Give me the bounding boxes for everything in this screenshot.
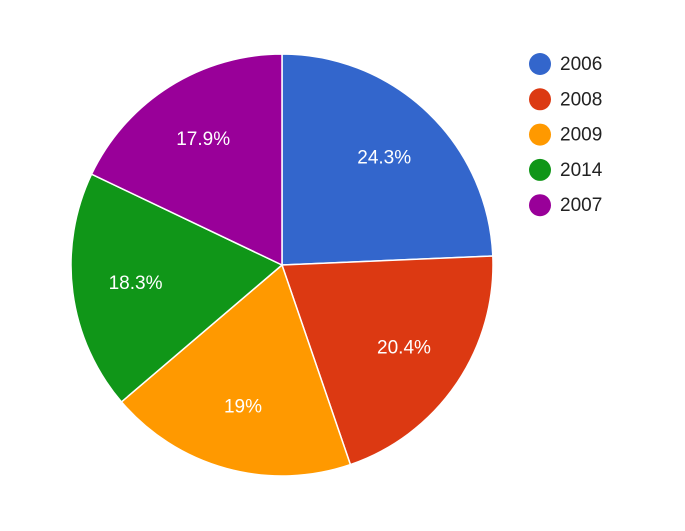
legend-marker (529, 88, 551, 111)
pie-slice (90, 53, 283, 267)
legend-marker (529, 53, 551, 75)
slice-label: 17.9% (176, 129, 230, 150)
legend-label: 2009 (560, 125, 602, 146)
slice-label: 19% (224, 396, 262, 417)
legend-marker (529, 158, 551, 181)
pie-slice (120, 263, 352, 477)
slice-label: 24.3% (357, 147, 411, 168)
legend-marker (529, 123, 551, 146)
legend-marker (529, 194, 551, 217)
pie-slice (280, 255, 494, 466)
pie-slice (70, 173, 284, 403)
legend-label: 2008 (560, 89, 602, 110)
legend-label: 2007 (560, 195, 602, 216)
slice-label: 18.3% (109, 273, 163, 294)
pie-slice (281, 53, 494, 266)
legend-label: 2014 (560, 160, 603, 181)
slice-label: 20.4% (377, 337, 431, 358)
legend-label: 2006 (560, 54, 602, 75)
